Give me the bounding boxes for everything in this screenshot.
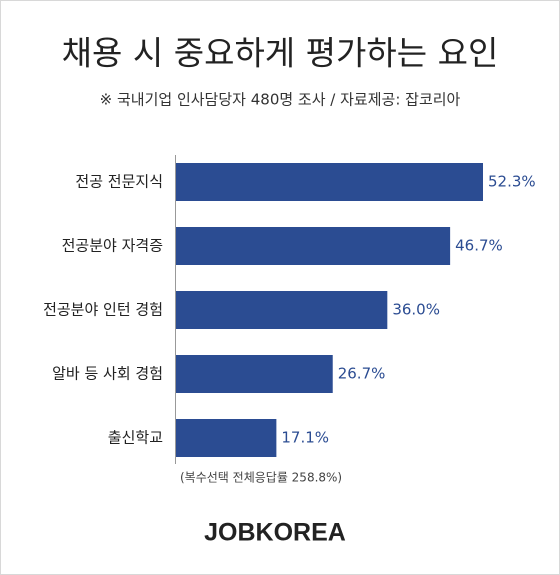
value-label: 36.0%	[392, 301, 440, 319]
chart-subtitle: ※ 국내기업 인사담당자 480명 조사 / 자료제공: 잡코리아	[100, 91, 461, 109]
category-label: 전공분야 인턴 경험	[43, 301, 163, 319]
bar	[176, 355, 333, 393]
value-label: 46.7%	[455, 237, 503, 255]
chart-title: 채용 시 중요하게 평가하는 요인	[62, 34, 499, 73]
category-label: 알바 등 사회 경험	[52, 365, 163, 383]
note: (복수선택 전체응답률 258.8%)	[180, 471, 342, 485]
value-label: 52.3%	[488, 173, 536, 191]
value-label: 26.7%	[338, 365, 386, 383]
bar	[176, 291, 388, 329]
category-label: 전공분야 자격증	[62, 237, 163, 255]
category-label: 전공 전문지식	[75, 173, 163, 191]
bar	[176, 419, 277, 457]
logo: JOBKOREA	[204, 519, 346, 547]
bar	[176, 227, 451, 265]
bar	[176, 163, 483, 201]
value-label: 17.1%	[281, 429, 329, 447]
category-label: 출신학교	[108, 429, 163, 447]
